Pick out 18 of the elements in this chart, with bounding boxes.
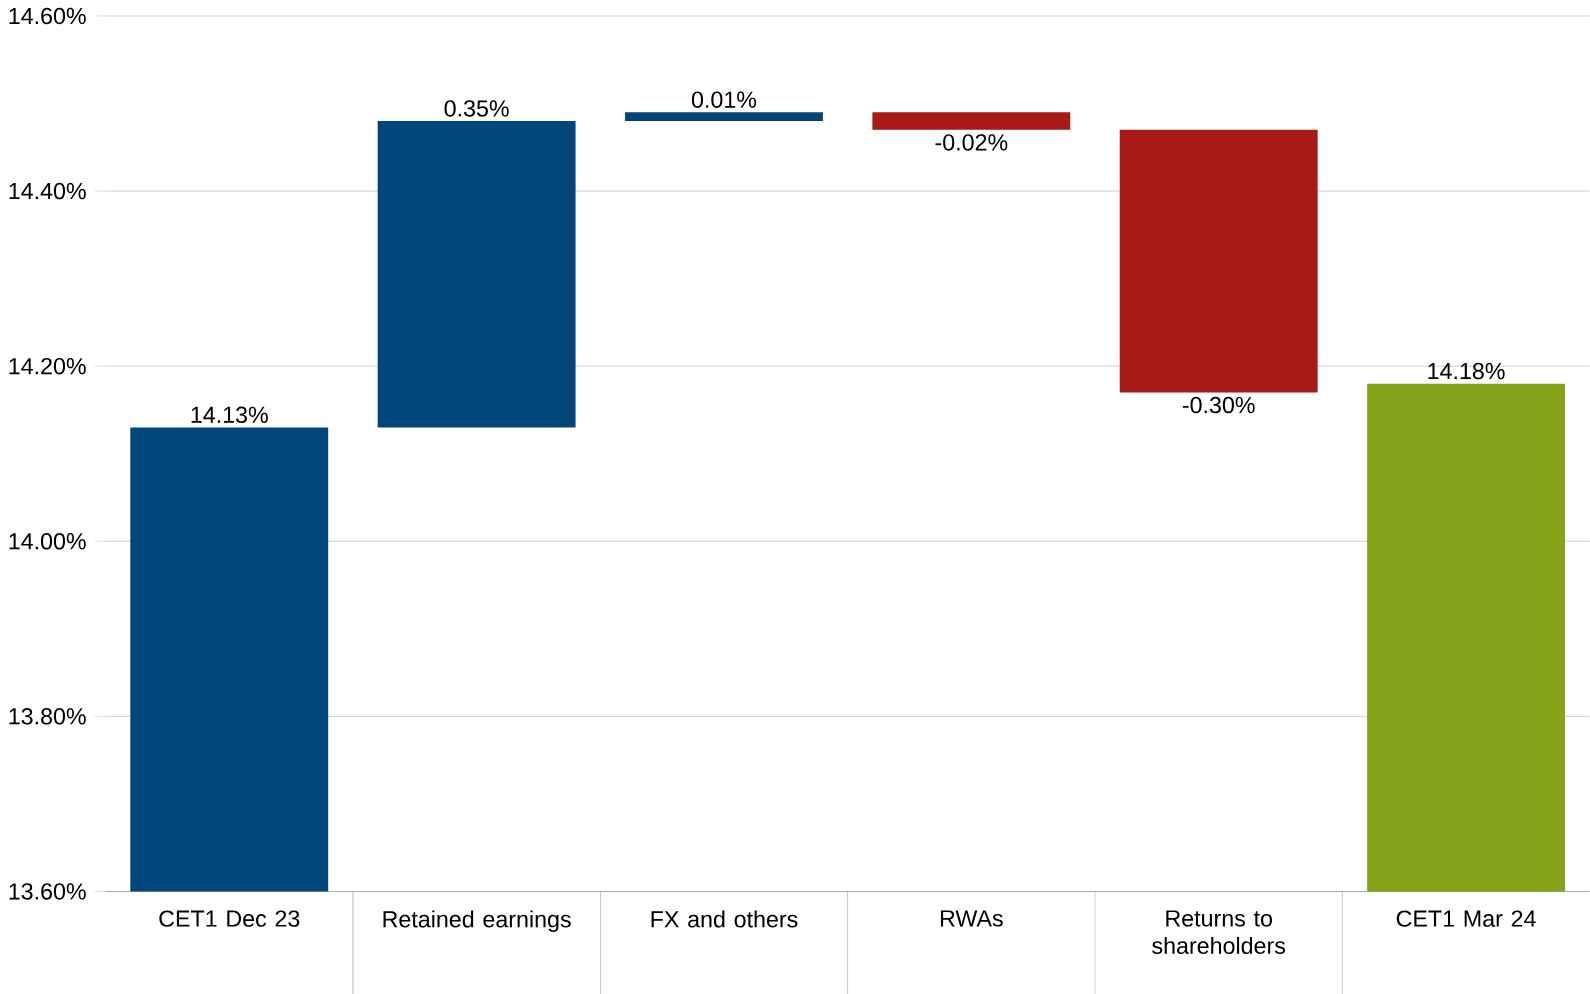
y-tick-label: 13.60% <box>9 883 86 900</box>
data-label: 0.01% <box>691 91 757 108</box>
x-tick-label: RWAs <box>940 910 1003 927</box>
y-tick-label: 13.80% <box>9 707 86 725</box>
x-tick-label: FX and others <box>651 910 798 928</box>
y-tick-label: 14.20% <box>9 357 86 375</box>
y-tick-label: 14.60% <box>9 7 86 25</box>
y-tick-label: 14.00% <box>9 532 86 550</box>
data-label: -0.30% <box>1182 396 1255 414</box>
x-tick-label: CET1 Dec 23 <box>159 910 300 927</box>
x-tick-label: Retained earnings <box>383 910 571 932</box>
x-tick-label: CET1 Mar 24 <box>1396 910 1536 927</box>
data-label: 0.35% <box>444 100 509 117</box>
data-label: 14.13% <box>191 406 268 423</box>
data-label: -0.02% <box>935 134 1008 151</box>
x-tick-label: Returns to shareholders <box>1152 910 1286 954</box>
y-tick-label: 14.40% <box>9 182 86 200</box>
data-label: 14.18% <box>1428 362 1505 380</box>
